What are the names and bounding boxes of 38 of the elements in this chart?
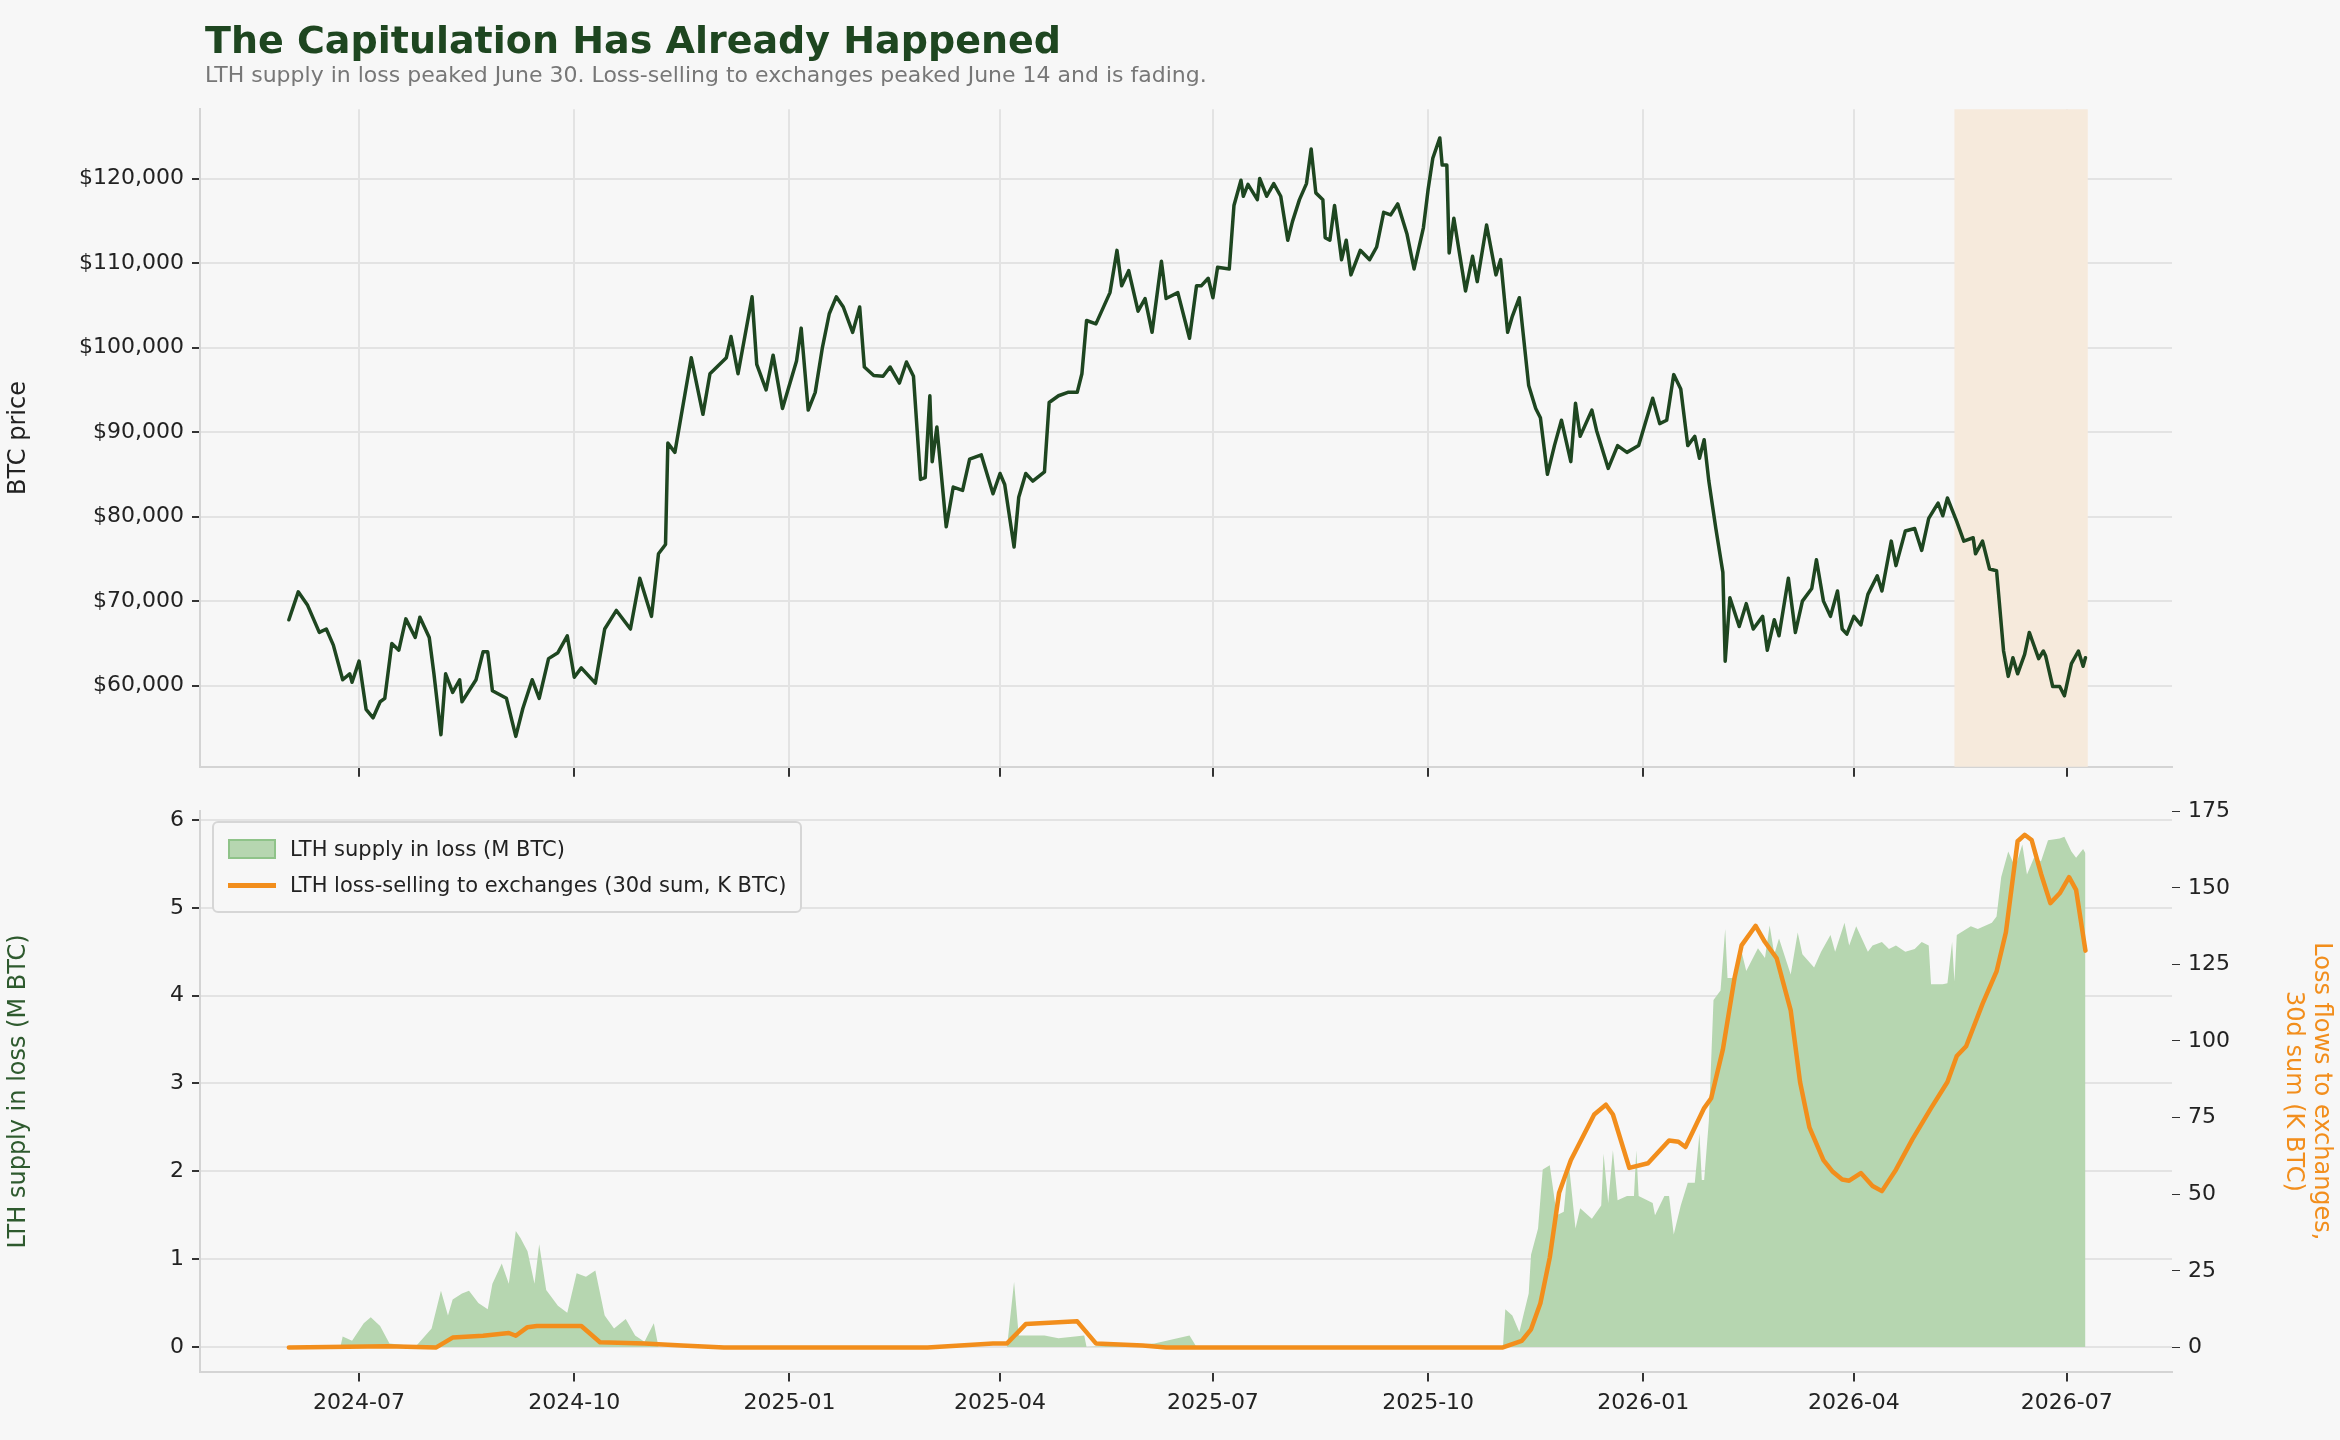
y2-tick-label: 25 — [2188, 1256, 2216, 1282]
x-tick-label: 2026-07 — [2020, 1388, 2113, 1414]
y-tick-label: 0 — [170, 1332, 184, 1358]
legend-label: LTH supply in loss (M BTC) — [290, 837, 565, 862]
y-tick-label: 1 — [170, 1244, 184, 1270]
y-axis-title: LTH supply in loss (M BTC) — [2, 934, 31, 1249]
x-tick-label: 2024-07 — [313, 1388, 406, 1414]
y2-tick-label: 175 — [2188, 796, 2230, 822]
x-tick-label: 2024-10 — [528, 1388, 621, 1414]
y-axis-title: BTC price — [2, 381, 31, 495]
y2-axis-title: Loss flows to exchanges, 30d sum (K BTC) — [2280, 942, 2338, 1241]
y-tick-label: 3 — [170, 1069, 184, 1095]
x-tick-label: 2025-04 — [954, 1388, 1046, 1414]
y-tick-label: 5 — [170, 893, 184, 919]
y-tick-label: $80,000 — [93, 502, 184, 528]
x-tick-label: 2026-01 — [1597, 1388, 1690, 1414]
y-tick-label: $100,000 — [79, 333, 184, 359]
y-tick-label: $90,000 — [93, 417, 184, 443]
x-tick-label: 2026-04 — [1807, 1388, 1900, 1414]
chart-title: The Capitulation Has Already Happened — [205, 18, 1061, 62]
x-tick-label: 2025-07 — [1166, 1388, 1259, 1414]
y2-tick-label: 0 — [2188, 1333, 2202, 1359]
y-tick-label: $60,000 — [93, 671, 184, 697]
chart-subtitle: LTH supply in loss peaked June 30. Loss-selling to exchanges peaked June 14 and is fading. — [205, 62, 1207, 87]
y2-tick-label: 150 — [2188, 873, 2230, 899]
y-tick-label: $120,000 — [79, 164, 184, 190]
y2-tick-label: 50 — [2188, 1179, 2216, 1205]
y-tick-label: $70,000 — [93, 586, 184, 612]
x-tick-label: 2025-10 — [1382, 1388, 1475, 1414]
y-tick-label: $110,000 — [79, 248, 184, 274]
y2-tick-label: 100 — [2188, 1026, 2230, 1052]
x-tick-label: 2025-01 — [743, 1388, 836, 1414]
legend-label: LTH loss-selling to exchanges (30d sum, K BTC) — [290, 873, 787, 898]
y2-tick-label: 125 — [2188, 950, 2230, 976]
y-tick-label: 4 — [170, 981, 184, 1007]
y-tick-label: 6 — [170, 805, 184, 831]
y2-tick-label: 75 — [2188, 1103, 2216, 1129]
y-tick-label: 2 — [170, 1157, 184, 1183]
